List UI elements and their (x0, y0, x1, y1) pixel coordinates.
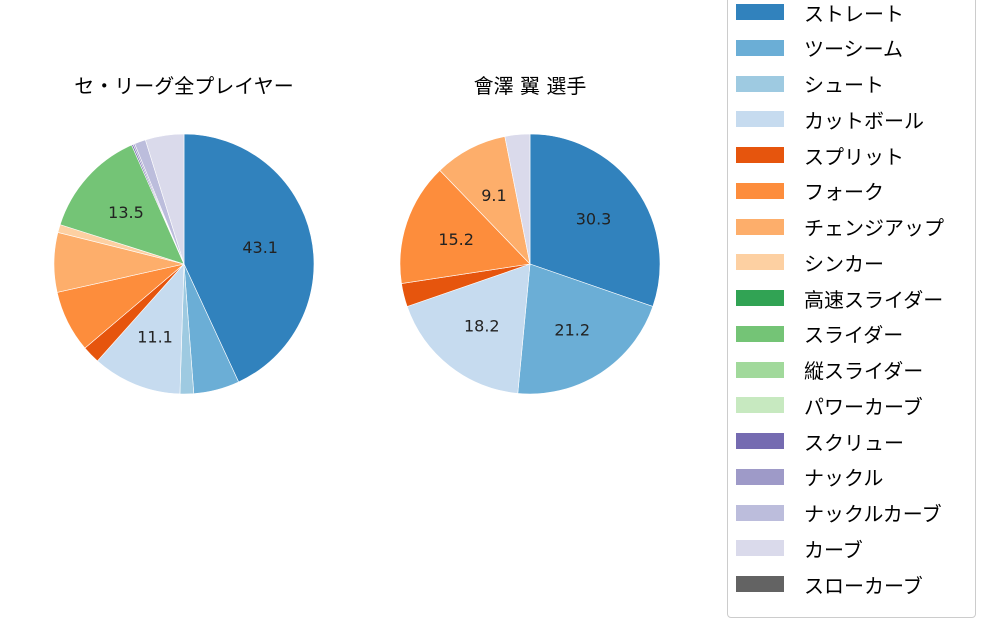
pie-slice (96, 263, 185, 395)
legend-label: シュート (804, 73, 884, 97)
slice-value-label: 18.2 (464, 316, 500, 335)
legend-label: スローカーブ (804, 573, 923, 598)
legend-swatch (736, 576, 784, 592)
pie-slice (406, 263, 531, 394)
legend-item: ナックルカーブ (736, 502, 942, 526)
legend-item: スライダー (736, 323, 903, 347)
legend: ストレートツーシームシュートカットボール スプリットフォークチェンジアップ シンカー… (727, 0, 976, 618)
legend-swatch (736, 290, 784, 306)
pie-chart-player: 30.3 21.2 18.2 15.2 9.1 (399, 133, 661, 395)
legend-item: 高速スライダー (736, 288, 943, 312)
pie-slice (517, 263, 654, 395)
legend-label: カットボール (804, 108, 924, 133)
pie-slice (183, 133, 315, 383)
legend-item: パワーカーブ (736, 395, 923, 419)
legend-label: チェンジアップ (804, 216, 944, 240)
legend-item: 縦スライダー (736, 359, 923, 383)
legend-item: スクリュー (736, 431, 904, 455)
legend-swatch (736, 504, 784, 521)
slice-value-label: 43.1 (242, 238, 278, 257)
legend-item: シュート (736, 73, 884, 97)
legend-label: シンカー (804, 251, 884, 276)
legend-swatch (736, 325, 784, 342)
legend-swatch (736, 147, 784, 163)
slice-value-label: 21.2 (554, 321, 590, 340)
legend-label: ナックル (804, 466, 884, 491)
legend-item: フォーク (736, 180, 884, 204)
legend-label: フォーク (804, 180, 884, 205)
slice-value-label: 15.2 (438, 230, 474, 249)
legend-item: スローカーブ (736, 574, 923, 598)
legend-label: スクリュー (804, 430, 904, 455)
legend-swatch (736, 111, 784, 128)
legend-swatch (736, 218, 784, 235)
slice-value-label: 9.1 (481, 186, 506, 205)
legend-swatch (736, 468, 784, 485)
legend-item: ツーシーム (736, 37, 903, 61)
pie-slice (145, 133, 185, 265)
legend-swatch (736, 4, 784, 20)
pie-title-league: セ・リーグ全プレイヤー (74, 74, 294, 98)
legend-item: シンカー (736, 252, 884, 276)
pie-slice (504, 133, 531, 265)
pie-slice (399, 169, 531, 284)
legend-swatch (736, 75, 784, 92)
legend-label: 高速スライダー (804, 287, 944, 312)
legend-label: カーブ (804, 537, 863, 562)
legend-item: スプリット (736, 145, 904, 169)
pie-title-player: 會澤 翼 選手 (473, 74, 587, 98)
legend-label: ストレート (804, 1, 904, 26)
pie-slice (529, 133, 661, 307)
slice-value-label: 11.1 (137, 327, 173, 346)
legend-label: ナックルカーブ (804, 502, 942, 526)
pie-slice (59, 144, 185, 265)
legend-item: カーブ (736, 538, 863, 562)
legend-label: 縦スライダー (804, 359, 924, 383)
pie-chart-league: 43.1 11.1 13.5 (53, 133, 315, 395)
legend-swatch (736, 361, 784, 378)
legend-swatch (736, 182, 784, 199)
legend-label: ツーシーム (804, 37, 903, 62)
pie-charts: 43.1 11.1 13.5 30.3 21.2 18.2 15.2 9.1 (53, 133, 661, 395)
legend-swatch (736, 540, 784, 557)
legend-label: スプリット (804, 144, 904, 169)
legend-item: ナックル (736, 466, 883, 490)
legend-item: チェンジアップ (736, 216, 944, 240)
legend-swatch (736, 254, 784, 271)
legend-label: スライダー (804, 323, 904, 348)
slice-value-label: 13.5 (108, 203, 144, 222)
legend-swatch (736, 39, 784, 56)
legend-item: ストレート (736, 2, 904, 26)
legend-item: カットボール (736, 109, 924, 133)
legend-label: パワーカーブ (804, 394, 923, 419)
legend-swatch (736, 433, 784, 449)
legend-swatch (736, 397, 784, 414)
slice-value-label: 30.3 (576, 210, 612, 229)
